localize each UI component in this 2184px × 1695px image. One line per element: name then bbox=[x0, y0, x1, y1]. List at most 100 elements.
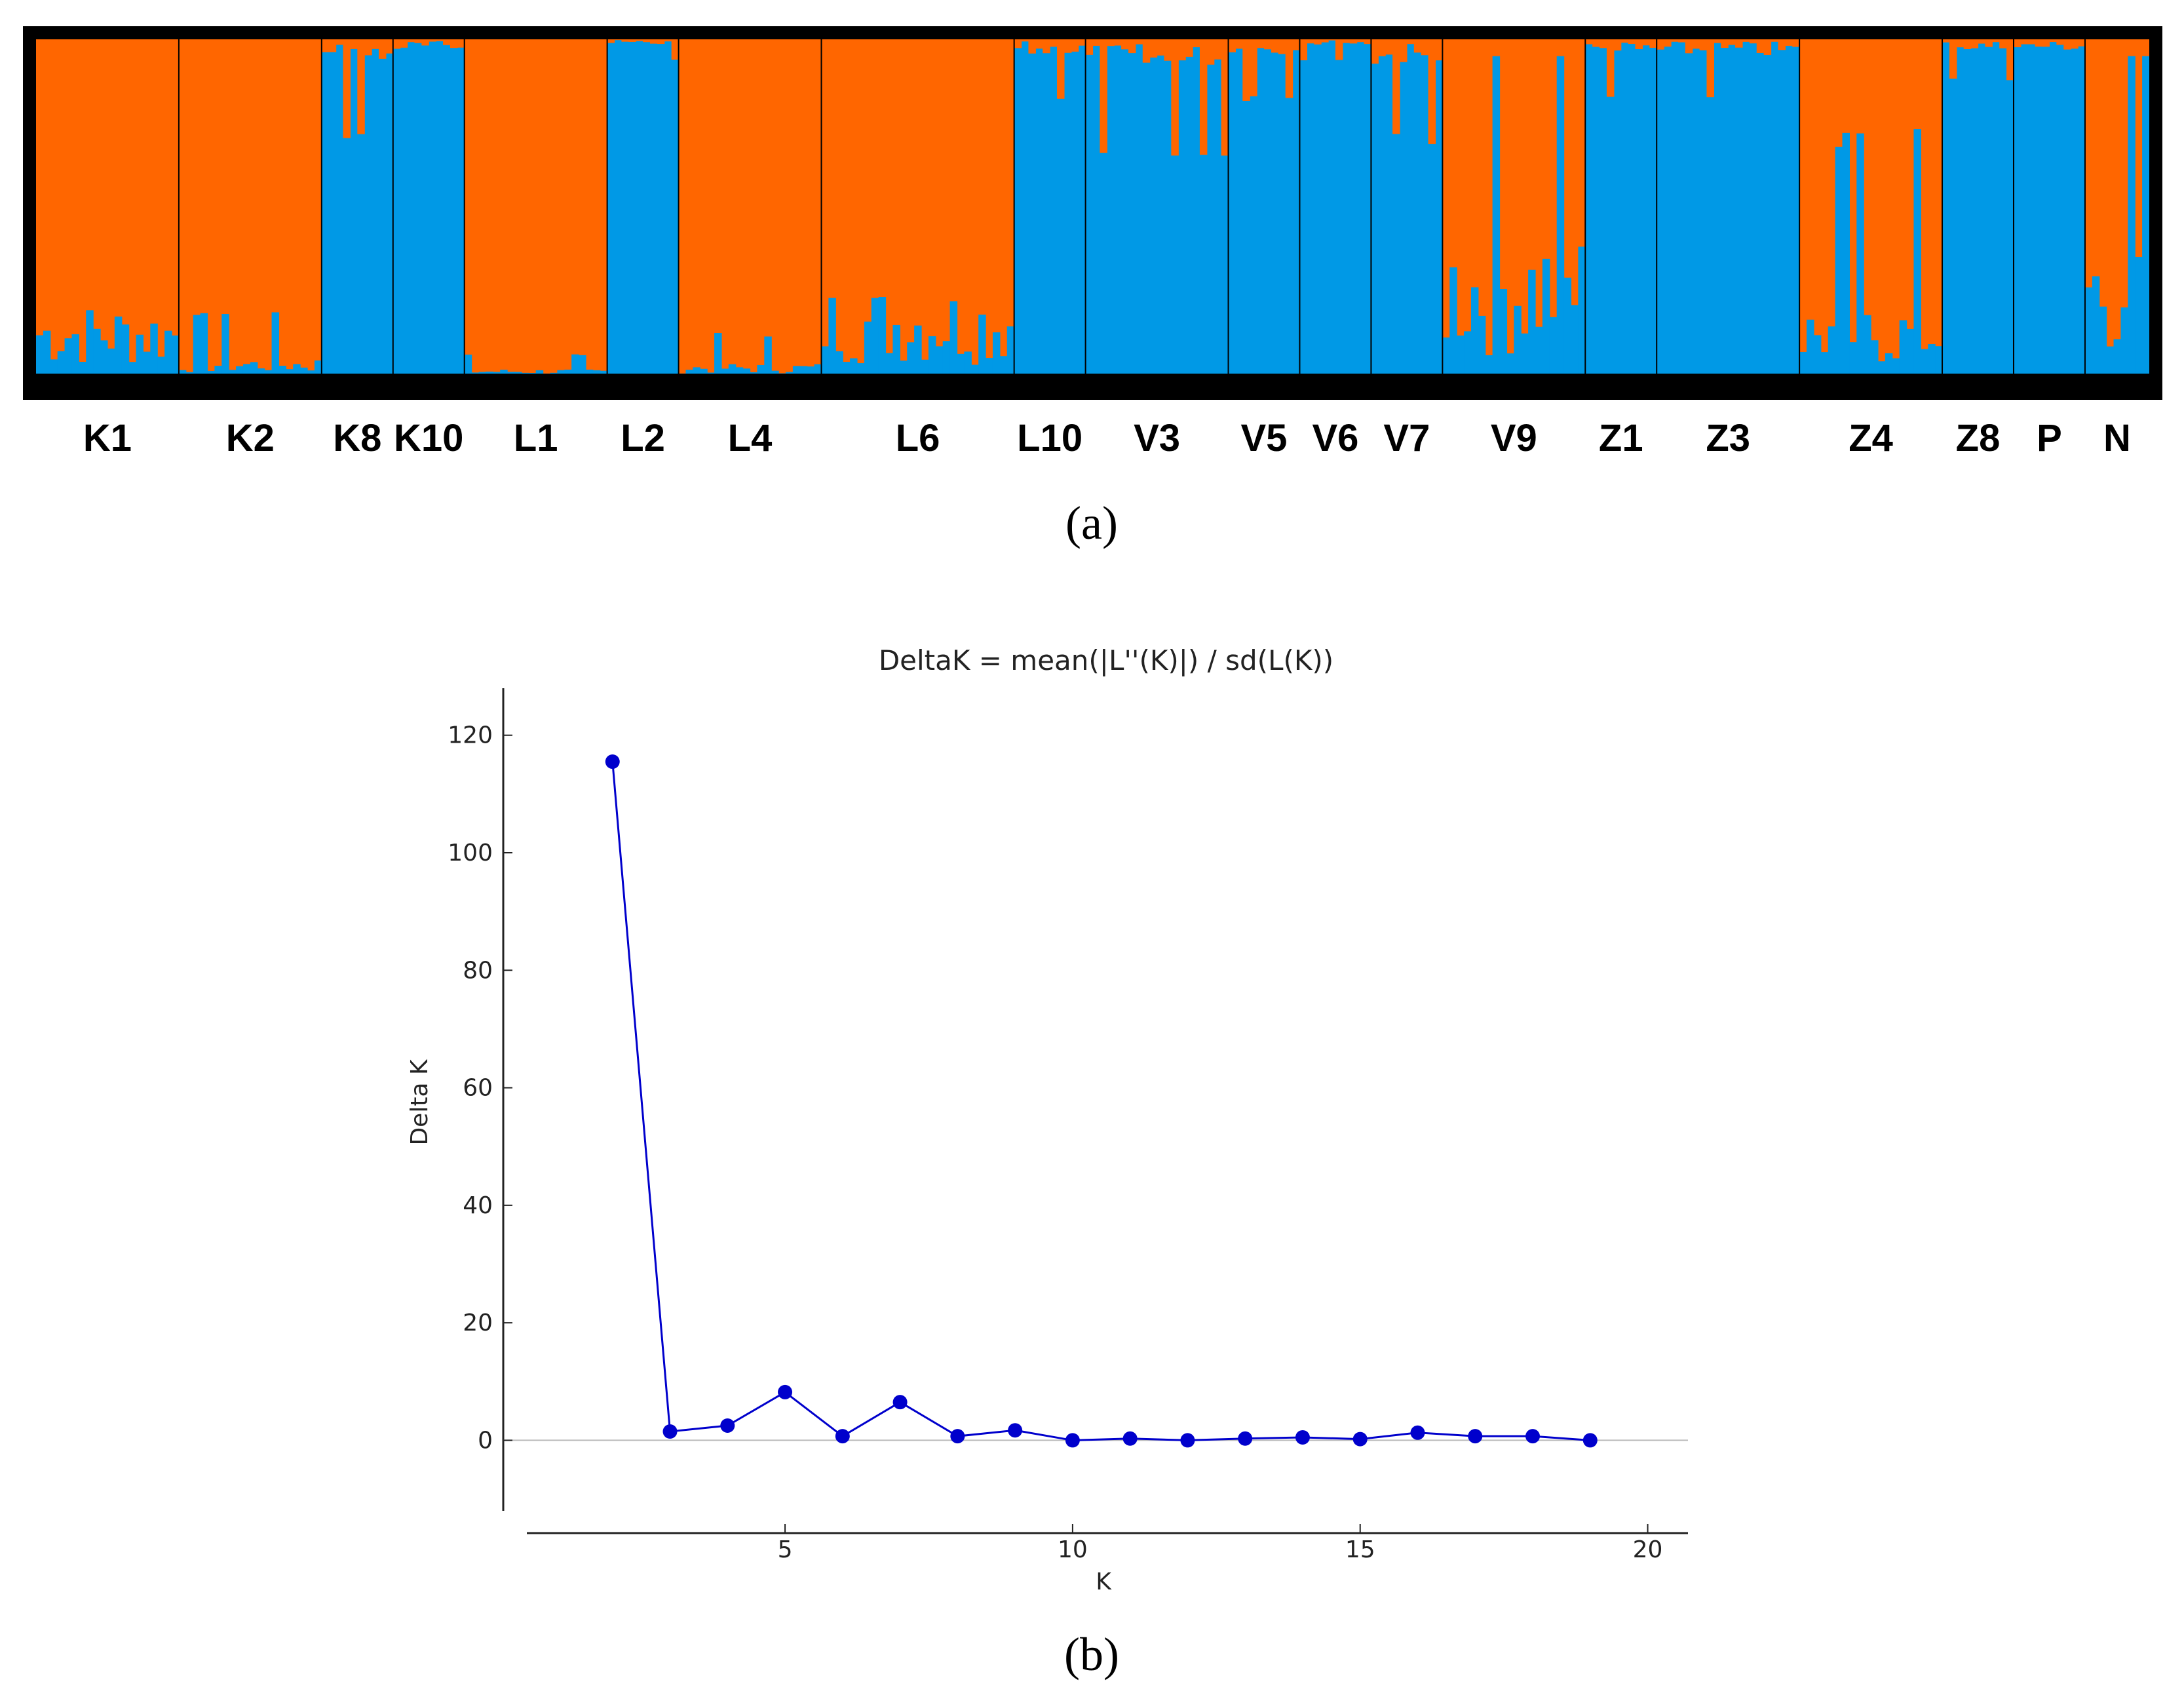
individual-bar bbox=[1164, 39, 1172, 61]
population-label: K10 bbox=[394, 417, 463, 459]
individual-bar bbox=[1692, 39, 1700, 49]
individual-bar bbox=[1849, 342, 1857, 375]
individual-bar bbox=[585, 369, 594, 375]
individual-bar bbox=[421, 39, 429, 46]
individual-bar bbox=[100, 340, 108, 375]
deltak-point bbox=[1582, 1433, 1598, 1448]
individual-bar bbox=[1242, 39, 1250, 101]
individual-bar bbox=[50, 359, 58, 375]
individual-bar bbox=[378, 39, 387, 59]
population-label: K2 bbox=[226, 417, 275, 459]
individual-bar bbox=[771, 370, 779, 375]
y-ticks: 0 20 40 60 80 100 120 bbox=[448, 722, 512, 1454]
individual-bar bbox=[478, 372, 487, 375]
individual-bar bbox=[1314, 39, 1322, 45]
deltak-point bbox=[1180, 1433, 1195, 1448]
individual-bar bbox=[992, 332, 1001, 375]
individual-bar bbox=[1592, 39, 1600, 47]
x-tick-label: 5 bbox=[778, 1536, 793, 1563]
population-label: L6 bbox=[896, 417, 940, 459]
individual-bar bbox=[1842, 132, 1850, 376]
individual-bar bbox=[700, 368, 708, 375]
individual-bar bbox=[2128, 56, 2136, 375]
x-ticks: 5 10 15 20 bbox=[778, 1524, 1662, 1563]
individual-bar bbox=[1014, 39, 1022, 49]
population-label: K1 bbox=[83, 417, 132, 459]
individual-bar bbox=[1742, 39, 1750, 42]
individual-bar bbox=[1892, 358, 1900, 375]
y-tick-label: 60 bbox=[463, 1075, 493, 1102]
individual-bar bbox=[1585, 39, 1593, 45]
individual-bar bbox=[742, 368, 751, 375]
individual-bar bbox=[1721, 39, 1729, 49]
individual-bar bbox=[221, 314, 229, 375]
individual-bar bbox=[1542, 258, 1550, 375]
individual-bar bbox=[1763, 39, 1772, 55]
population-label: L4 bbox=[728, 417, 773, 459]
individual-bar bbox=[1992, 39, 2000, 43]
individual-bar bbox=[1413, 39, 1422, 53]
y-tick-label: 120 bbox=[448, 722, 493, 749]
structure-bottom-bar bbox=[29, 374, 2156, 392]
individual-bar bbox=[1392, 39, 1400, 134]
individual-bar bbox=[1492, 56, 1501, 375]
individual-bar bbox=[1942, 39, 1950, 43]
individual-bar bbox=[43, 330, 51, 375]
individual-bar bbox=[1342, 39, 1351, 43]
individual-bar bbox=[942, 341, 951, 375]
individual-bar bbox=[1549, 317, 1558, 375]
individual-bar bbox=[136, 334, 144, 375]
individual-bar bbox=[114, 316, 123, 375]
individual-bar bbox=[2013, 39, 2021, 48]
individual-bar bbox=[807, 366, 815, 375]
population-label: K8 bbox=[333, 417, 381, 459]
individual-bar bbox=[185, 372, 194, 375]
individual-bar bbox=[321, 39, 330, 52]
individual-bar bbox=[2092, 276, 2100, 375]
y-tick-label: 40 bbox=[463, 1192, 493, 1219]
population-labels: K1 K2 K8 K10 L1 L2 L4 L6 L10 V3 V5 V6 V7 V9 Z1 Z3 Z4 Z8 P N bbox=[83, 417, 2131, 459]
individual-bar bbox=[229, 370, 237, 375]
individual-bar bbox=[1521, 333, 1529, 375]
individual-bar bbox=[2120, 307, 2128, 375]
individual-bar bbox=[1571, 305, 1579, 375]
individual-bar bbox=[564, 369, 572, 375]
individual-bar bbox=[1435, 39, 1443, 61]
individual-bar bbox=[1006, 326, 1015, 375]
individual-bar bbox=[1135, 39, 1143, 45]
individual-bar bbox=[1913, 129, 1921, 376]
individual-bar bbox=[914, 325, 922, 375]
individual-bar bbox=[557, 370, 565, 375]
y-tick-label: 80 bbox=[463, 957, 493, 984]
population-label: Z4 bbox=[1849, 417, 1893, 459]
individual-bar bbox=[57, 351, 66, 375]
individual-bar bbox=[1799, 351, 1807, 375]
individual-bar bbox=[628, 39, 636, 42]
individual-bar bbox=[1250, 39, 1257, 96]
individual-bar bbox=[1970, 39, 1979, 49]
individual-bar bbox=[685, 370, 693, 375]
individual-bar bbox=[714, 333, 722, 375]
individual-bar bbox=[1949, 39, 1957, 79]
individual-bar bbox=[86, 310, 94, 375]
panel-b-label: (b) bbox=[1064, 1628, 1119, 1681]
individual-bar bbox=[1514, 305, 1522, 375]
individual-bar bbox=[250, 362, 258, 375]
individual-bar bbox=[1349, 39, 1358, 44]
individual-bar bbox=[357, 39, 365, 134]
individual-bar bbox=[286, 369, 294, 375]
individual-bar bbox=[79, 361, 86, 375]
individual-bar bbox=[1063, 39, 1072, 53]
individual-bar bbox=[2106, 346, 2115, 375]
individual-bar bbox=[571, 354, 579, 375]
population-block bbox=[1014, 39, 1086, 375]
individual-bar bbox=[1556, 56, 1565, 375]
individual-bar bbox=[214, 366, 222, 375]
individual-bar bbox=[193, 315, 201, 375]
individual-bar bbox=[242, 364, 251, 375]
structure-frame bbox=[23, 26, 2162, 400]
individual-bar bbox=[1257, 39, 1265, 49]
individual-bar bbox=[128, 362, 137, 375]
individual-bar bbox=[2084, 287, 2093, 375]
individual-bar bbox=[1364, 39, 1372, 45]
